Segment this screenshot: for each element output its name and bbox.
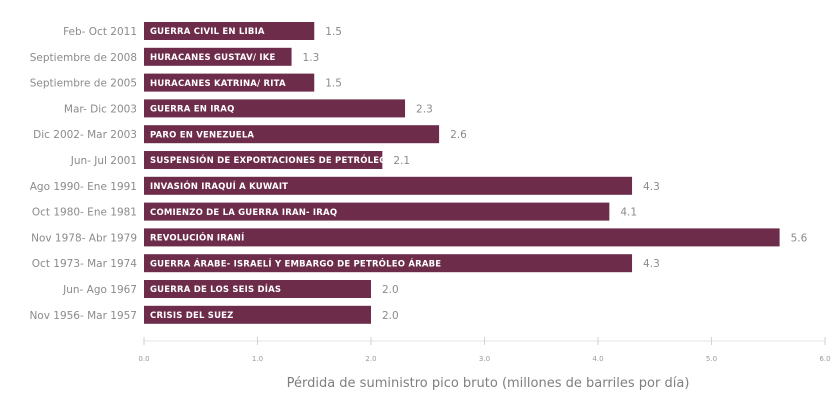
event-label: HURACANES KATRINA/ RITA — [150, 79, 286, 89]
value-label: 2.0 — [382, 284, 399, 296]
bar-row: Mar- Dic 2003 GUERRA EN IRAQ 2.3 — [64, 99, 433, 118]
period-label: Nov 1978- Abr 1979 — [31, 232, 137, 244]
x-tick-label: 3.0 — [479, 355, 490, 363]
bar — [144, 228, 780, 247]
bar — [144, 254, 633, 273]
x-axis-title: Pérdida de suministro pico bruto (millon… — [287, 376, 690, 391]
value-label: 5.6 — [791, 232, 808, 244]
bar-row: Septiembre de 2005 HURACANES KATRINA/ RIT… — [30, 73, 342, 92]
value-label: 4.3 — [643, 258, 660, 270]
event-label: GUERRA DE LOS SEIS DÍAS — [150, 283, 281, 295]
x-tick-label: 5.0 — [706, 355, 717, 363]
bars-group: Feb- Oct 2011 GUERRA CIVIL EN LIBIA 1.5Sep… — [29, 22, 808, 324]
event-label: SUSPENSIÓN DE EXPORTACIONES DE PETRÓLEO … — [150, 154, 431, 166]
event-label: GUERRA EN IRAQ — [150, 105, 235, 115]
period-label: Feb- Oct 2011 — [63, 26, 137, 38]
bar — [144, 47, 292, 66]
bar-row: Oct 1973- Mar 1974 GUERRA ÁRABE- ISRAELÍ … — [32, 254, 660, 273]
value-label: 2.3 — [416, 103, 433, 115]
bar-row: Jun- Jul 2001 SUSPENSIÓN DE EXPORTACIONES… — [70, 151, 431, 169]
bar — [144, 125, 440, 144]
event-label: INVASIÓN IRAQUÍ A KUWAIT — [150, 180, 288, 192]
period-label: Mar- Dic 2003 — [64, 103, 137, 115]
bar — [144, 176, 633, 195]
bar-row: Dic 2002- Mar 2003 PARO EN VENEZUELA 2.6 — [33, 125, 467, 144]
bar-row: Feb- Oct 2011 GUERRA CIVIL EN LIBIA 1.5 — [63, 22, 342, 40]
bar — [144, 280, 371, 298]
period-label: Oct 1973- Mar 1974 — [32, 258, 138, 270]
period-label: Septiembre de 2008 — [30, 52, 137, 64]
x-axis: 0.0 1.0 2.0 3.0 4.0 5.0 6.0 — [138, 337, 831, 363]
bar — [144, 305, 371, 324]
x-tick-label: 4.0 — [592, 355, 603, 363]
value-label: 4.3 — [643, 181, 660, 193]
event-label: REVOLUCIÓN IRANÍ — [150, 232, 244, 244]
bar-row: Ago 1990- Ene 1991 INVASIÓN IRAQUÍ A KUWA… — [30, 176, 660, 195]
bar-row: Jun- Ago 1967 GUERRA DE LOS SEIS DÍAS 2.0 — [62, 280, 399, 298]
bar — [144, 73, 315, 92]
value-label: 2.1 — [393, 155, 410, 167]
x-tick-label: 6.0 — [819, 355, 830, 363]
bar-row: Nov 1978- Abr 1979 REVOLUCIÓN IRANÍ 5.6 — [31, 228, 808, 247]
event-label: CRISIS DEL SUEZ — [150, 311, 234, 321]
value-label: 4.1 — [620, 207, 637, 219]
value-label: 1.3 — [303, 52, 320, 64]
bar — [144, 99, 406, 118]
value-label: 1.5 — [325, 26, 342, 38]
bar — [144, 22, 315, 40]
x-tick-label: 0.0 — [138, 355, 149, 363]
period-label: Septiembre de 2005 — [30, 78, 137, 90]
period-label: Oct 1980- Ene 1981 — [32, 207, 137, 219]
period-label: Ago 1990- Ene 1991 — [30, 181, 137, 193]
event-label: COMIENZO DE LA GUERRA IRAN- IRAQ — [150, 208, 337, 218]
event-label: GUERRA CIVIL EN LIBIA — [150, 27, 265, 37]
bar-row: Septiembre de 2008 HURACANES GUSTAV/ IKE 1… — [30, 47, 320, 66]
period-label: Dic 2002- Mar 2003 — [33, 129, 137, 141]
bar — [144, 202, 610, 221]
event-label: PARO EN VENEZUELA — [150, 130, 254, 140]
period-label: Nov 1956- Mar 1957 — [29, 310, 137, 322]
event-label: GUERRA ÁRABE- ISRAELÍ Y EMBARGO DE PETRÓ… — [150, 257, 441, 269]
value-label: 1.5 — [325, 78, 342, 90]
period-label: Jun- Jul 2001 — [70, 155, 137, 167]
bar-row: Oct 1980- Ene 1981 COMIENZO DE LA GUERRA … — [32, 202, 637, 221]
x-tick-label: 2.0 — [365, 355, 376, 363]
x-tick-label: 1.0 — [252, 355, 263, 363]
bar — [144, 151, 383, 169]
period-label: Jun- Ago 1967 — [62, 284, 137, 296]
event-label: HURACANES GUSTAV/ IKE — [150, 53, 276, 63]
value-label: 2.0 — [382, 310, 399, 322]
bar-row: Nov 1956- Mar 1957 CRISIS DEL SUEZ 2.0 — [29, 305, 399, 324]
value-label: 2.6 — [450, 129, 467, 141]
